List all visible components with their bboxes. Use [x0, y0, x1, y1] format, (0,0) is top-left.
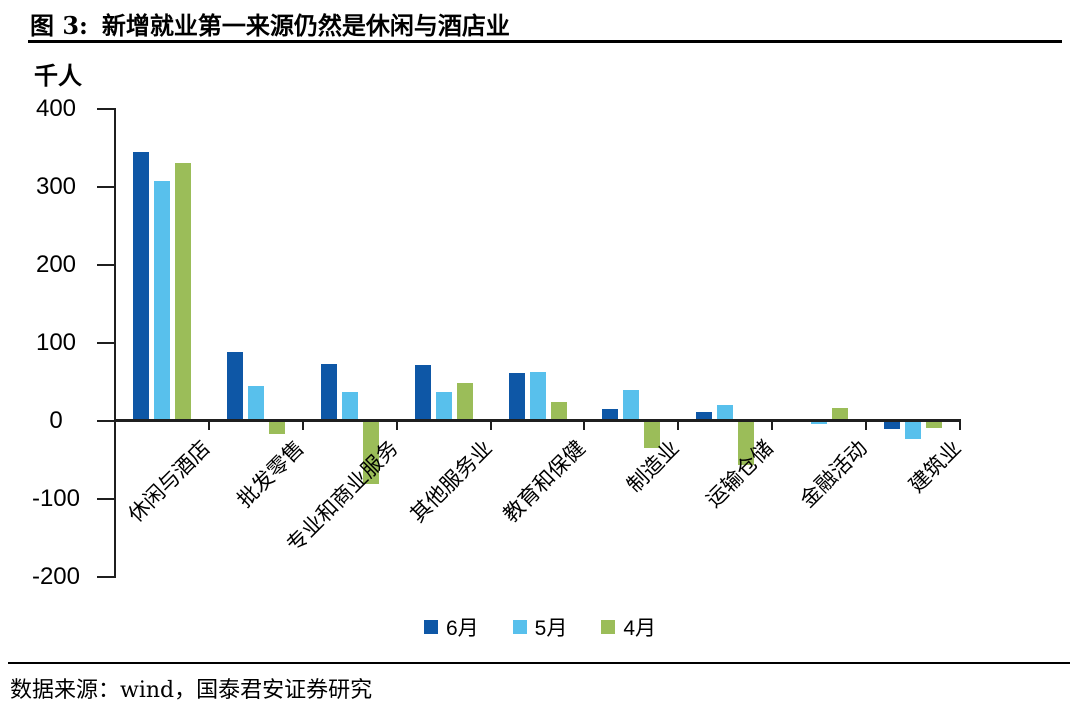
footer-rule — [8, 662, 1070, 664]
bar — [623, 390, 640, 420]
y-tick — [97, 186, 114, 188]
x-tick — [959, 419, 961, 430]
bar — [247, 385, 264, 420]
x-category-label: 教育和保健 — [499, 435, 591, 528]
y-tick-label: -100 — [31, 485, 81, 512]
bar — [602, 409, 619, 420]
bar — [717, 405, 734, 420]
x-category-label: 休闲与酒店 — [123, 435, 215, 528]
figure-title: 图 3: 新增就业第一来源仍然是休闲与酒店业 — [30, 6, 510, 41]
figure-title-text: 新增就业第一来源仍然是休闲与酒店业 — [101, 11, 510, 40]
legend-label: 5月 — [534, 617, 568, 640]
y-axis-line — [114, 108, 116, 578]
legend-swatch — [512, 620, 527, 634]
y-tick — [97, 264, 114, 266]
bar — [456, 382, 473, 420]
y-tick — [97, 420, 114, 422]
y-tick — [97, 576, 114, 578]
bar — [341, 391, 358, 420]
legend-label: 4月 — [623, 617, 657, 640]
bar — [174, 163, 191, 420]
bar — [435, 391, 452, 420]
bar — [738, 422, 755, 465]
bar — [414, 365, 431, 420]
legend-item: 6月 — [423, 612, 479, 642]
legend-swatch — [423, 620, 438, 634]
bar — [362, 422, 379, 485]
bar — [905, 422, 922, 440]
x-tick — [677, 419, 680, 430]
bar — [508, 373, 525, 420]
x-category-label: 金融活动 — [795, 435, 872, 513]
bar — [153, 181, 170, 420]
bar — [550, 402, 567, 420]
bar — [644, 422, 661, 448]
figure-number: 图 3: — [30, 11, 88, 40]
x-tick — [865, 419, 868, 430]
title-rule — [28, 40, 1062, 43]
bar — [320, 363, 337, 420]
y-tick — [97, 498, 114, 500]
legend-label: 6月 — [445, 617, 479, 640]
x-category-label: 其他服务业 — [405, 435, 497, 528]
y-tick-label: -200 — [31, 563, 81, 590]
data-source-note: 数据来源：wind，国泰君安证券研究 — [10, 678, 373, 703]
bar — [832, 408, 849, 420]
bar — [884, 422, 901, 430]
y-axis-unit-label: 千人 — [34, 61, 82, 90]
y-tick-label: 0 — [49, 407, 63, 434]
x-axis-line — [114, 419, 960, 422]
chart-legend: 6月 5月 4月 — [0, 612, 1080, 642]
y-tick-label: 200 — [35, 251, 77, 278]
x-category-label: 制造业 — [622, 435, 685, 498]
bar — [226, 352, 243, 420]
bar — [268, 422, 285, 434]
bar — [926, 422, 943, 429]
x-tick — [583, 419, 586, 430]
x-tick — [301, 419, 304, 430]
legend-item: 5月 — [512, 612, 568, 642]
bar — [811, 422, 828, 425]
x-tick — [771, 419, 774, 430]
bar — [696, 412, 713, 420]
legend-item: 4月 — [601, 612, 656, 642]
x-category-label: 建筑业 — [904, 435, 966, 498]
y-tick-label: 100 — [35, 329, 77, 356]
y-tick-label: 400 — [35, 95, 77, 122]
x-category-label: 批发零售 — [232, 435, 309, 513]
x-tick — [207, 419, 210, 430]
bar — [132, 152, 149, 420]
bar — [529, 372, 546, 420]
x-tick — [395, 419, 398, 430]
y-tick — [97, 108, 114, 110]
y-tick — [97, 342, 114, 344]
x-tick — [489, 419, 492, 430]
legend-swatch — [601, 620, 616, 634]
y-tick-label: 300 — [35, 173, 77, 200]
